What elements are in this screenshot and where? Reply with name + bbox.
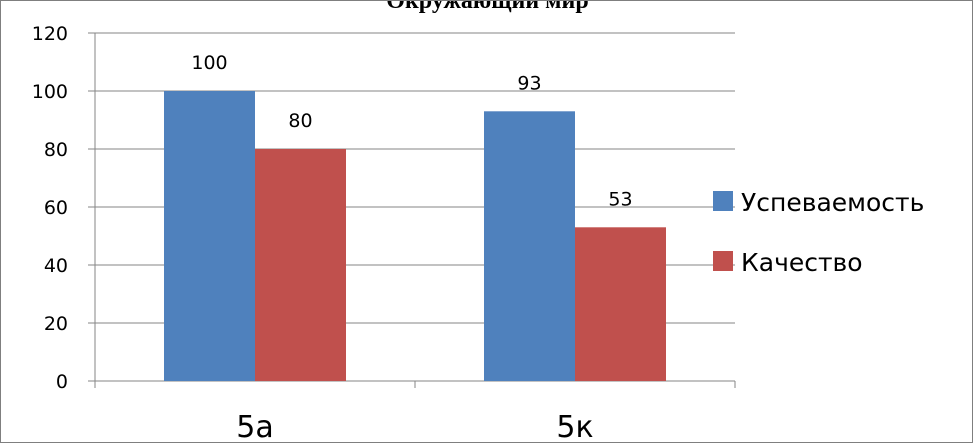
x-category-label-5к: 5к	[556, 410, 593, 442]
y-tick-label-20: 20	[44, 313, 68, 335]
bar-Успеваемость-5а	[164, 91, 255, 381]
y-tick-label-0: 0	[56, 371, 68, 393]
chart-title: Окружающий мир	[386, 0, 589, 14]
bar-Качество-5а	[255, 149, 346, 381]
data-label-Успеваемость-5а: 100	[191, 52, 227, 74]
bar-Успеваемость-5к	[484, 111, 575, 382]
data-label-Успеваемость-5к: 93	[517, 72, 541, 94]
y-tick-label-100: 100	[32, 81, 68, 103]
legend-swatch-Успеваемость	[713, 191, 733, 211]
legend-label-Успеваемость: Успеваемость	[741, 188, 924, 217]
x-category-label-5а: 5а	[236, 410, 273, 442]
y-tick-label-80: 80	[44, 139, 68, 161]
y-tick-label-60: 60	[44, 197, 68, 219]
data-label-Качество-5а: 80	[288, 110, 312, 132]
bar-Качество-5к	[575, 227, 666, 381]
data-label-Качество-5к: 53	[608, 188, 632, 210]
legend-label-Качество: Качество	[741, 248, 863, 277]
y-tick-label-40: 40	[44, 255, 68, 277]
y-tick-label-120: 120	[32, 23, 68, 45]
legend-swatch-Качество	[713, 251, 733, 271]
